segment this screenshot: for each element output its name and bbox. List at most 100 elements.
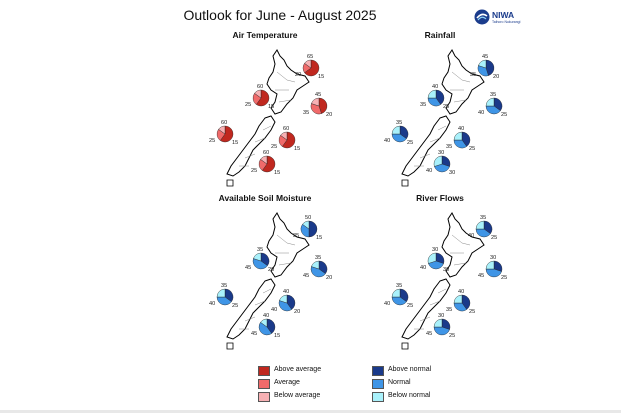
probability-pie: 60 25 15 [209,120,238,146]
pie-value-label: 40 [468,233,474,239]
south-island [401,278,451,340]
pie-value-label: 40 [263,313,269,319]
pie-slice [216,288,226,298]
pie-value-label: 25 [491,235,497,241]
pie-value-label: 25 [251,168,257,174]
probability-pie: 30 45 25 [478,255,507,281]
nz-outline [401,49,485,187]
north-island [441,49,485,115]
pie-slice [258,322,272,336]
pie-slice [280,131,288,141]
nz-outline [401,212,485,350]
pie-value-label: 25 [501,275,507,281]
probability-pie: 40 40 20 [271,289,300,315]
probability-pie: 35 40 25 [209,283,238,309]
pie-value-label: 40 [384,138,390,144]
stewart-island [226,342,234,350]
region-boundary [429,300,441,306]
region-boundary [254,300,266,306]
north-island [266,49,310,115]
region-boundary [278,99,292,103]
stewart-island [401,179,409,187]
probability-pie: 40 35 25 [446,126,475,152]
pie-value-label: 35 [257,247,263,253]
pie-value-label: 30 [490,255,496,261]
pie-value-label: 50 [305,215,311,221]
pie-value-label: 20 [294,309,300,315]
pie-value-label: 35 [315,255,321,261]
pie-slice [220,125,234,143]
pie-value-label: 40 [283,289,289,295]
pie-value-label: 25 [271,144,277,150]
pie-slice [279,294,288,304]
pie-value-label: 35 [446,307,452,313]
pie-slice [266,318,276,334]
pie-slice [433,155,443,167]
pie-slice [262,155,276,173]
nz-outline [226,49,310,187]
pie-value-label: 35 [396,283,402,289]
legend-swatch [372,366,384,376]
legend-label: Above normal [388,366,432,373]
pie-slice [485,105,501,115]
pie-value-label: 25 [469,309,475,315]
stewart-island [226,179,234,187]
pie-value-label: 25 [407,140,413,146]
region-boundary [451,234,471,246]
pie-value-label: 25 [407,303,413,309]
pie-value-label: 25 [501,112,507,118]
pie-slice [461,131,471,147]
pie-value-label: 60 [221,120,227,126]
region-boundary [278,262,292,266]
region-boundary [244,153,256,159]
pie-value-label: 35 [293,233,299,239]
pie-value-label: 30 [449,170,455,176]
legend-swatch [372,392,384,402]
probability-pie: 35 40 25 [384,120,413,146]
probability-pie: 65 20 15 [295,54,324,80]
pie-slice [427,89,437,99]
probability-pie: 40 35 25 [446,289,475,315]
bottom-divider [0,410,621,413]
probability-pie: 45 35 20 [470,54,499,80]
panel-title-soil-moisture: Available Soil Moisture [218,193,312,203]
pie-slice [391,288,401,298]
pie-value-label: 15 [268,104,274,110]
legend-label: Average [274,379,300,386]
pie-value-label: 35 [396,120,402,126]
stewart-island [401,342,409,350]
pie-value-label: 40 [209,301,215,307]
pie-value-label: 25 [209,138,215,144]
north-island [441,212,485,278]
pie-slice [485,268,502,278]
legend-label: Below normal [388,392,431,399]
pie-value-label: 25 [443,104,449,110]
pie-slice [485,260,495,270]
nz-outline [226,212,310,350]
pie-value-label: 15 [232,140,238,146]
pie-value-label: 60 [263,150,269,156]
pie-value-label: 20 [295,72,301,78]
niwa-logo: NIWA Taihoro Nukurangi [474,7,534,29]
probability-pie: 30 45 25 [426,313,455,339]
pie-slice [475,220,485,230]
pie-slice [485,97,495,107]
pie-value-label: 60 [283,126,289,132]
legend-label: Above average [274,366,322,373]
probability-pie: 35 45 20 [245,247,274,273]
pie-slice [318,97,328,114]
pie-slice [433,318,443,328]
region-boundary [244,316,256,322]
probability-pie: 40 45 15 [251,313,280,339]
region-boundary [254,137,266,143]
region-boundary [419,153,431,159]
pie-value-label: 25 [232,303,238,309]
legend-swatch [258,392,270,402]
pie-slice [478,59,487,69]
pie-slice [475,228,491,238]
probability-pie: 60 25 15 [271,126,300,152]
legend-label: Below average [274,392,321,399]
pie-value-label: 40 [458,289,464,295]
pie-value-label: 40 [426,168,432,174]
pie-slice [282,131,296,149]
